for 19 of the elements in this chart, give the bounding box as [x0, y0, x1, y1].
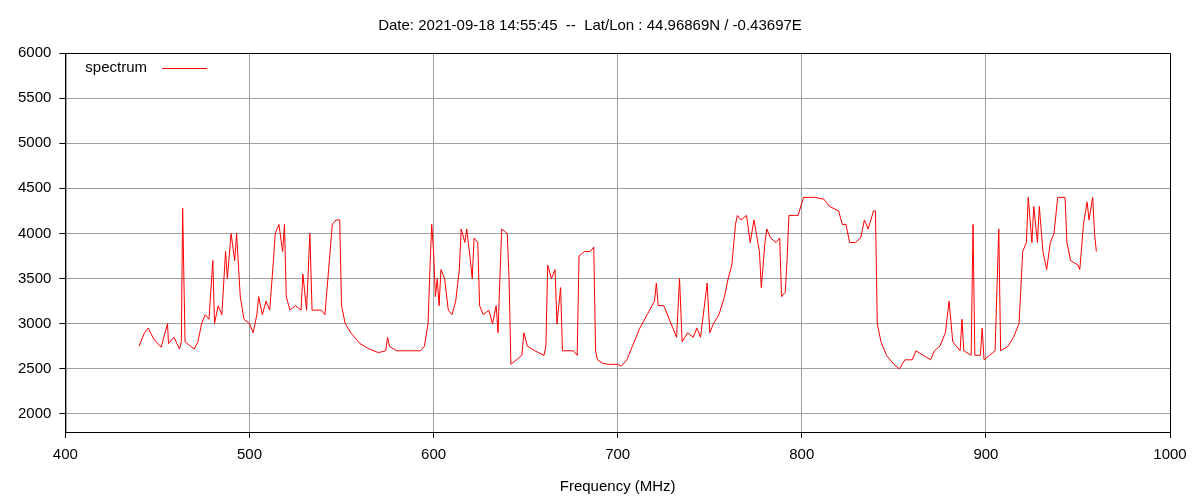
y-tick-label: 5000: [17, 133, 52, 151]
chart-title: Date: 2021-09-18 14:55:45 -- Lat/Lon : 44.96869N / -0.43697E: [378, 16, 802, 34]
x-tick-label: 900: [973, 445, 999, 463]
x-tick-label: 700: [605, 445, 631, 463]
y-tick-label: 4500: [17, 178, 52, 196]
y-tick-label: 4000: [17, 223, 52, 241]
y-tick-label: 5500: [17, 88, 52, 106]
x-tick-label: 400: [52, 445, 78, 463]
x-tick-label: 600: [421, 445, 447, 463]
y-tick-label: 2500: [17, 358, 52, 376]
x-axis-title: Frequency (MHz): [559, 477, 676, 495]
x-tick-label: 1000: [1153, 445, 1187, 463]
y-tick-label: 3500: [17, 268, 52, 286]
y-tick-label: 6000: [17, 43, 52, 61]
y-tick-label: 2000: [17, 404, 52, 422]
legend-label: spectrum: [85, 58, 148, 76]
x-tick-label: 800: [789, 445, 815, 463]
y-tick-label: 3000: [17, 313, 52, 331]
x-tick-label: 500: [236, 445, 262, 463]
